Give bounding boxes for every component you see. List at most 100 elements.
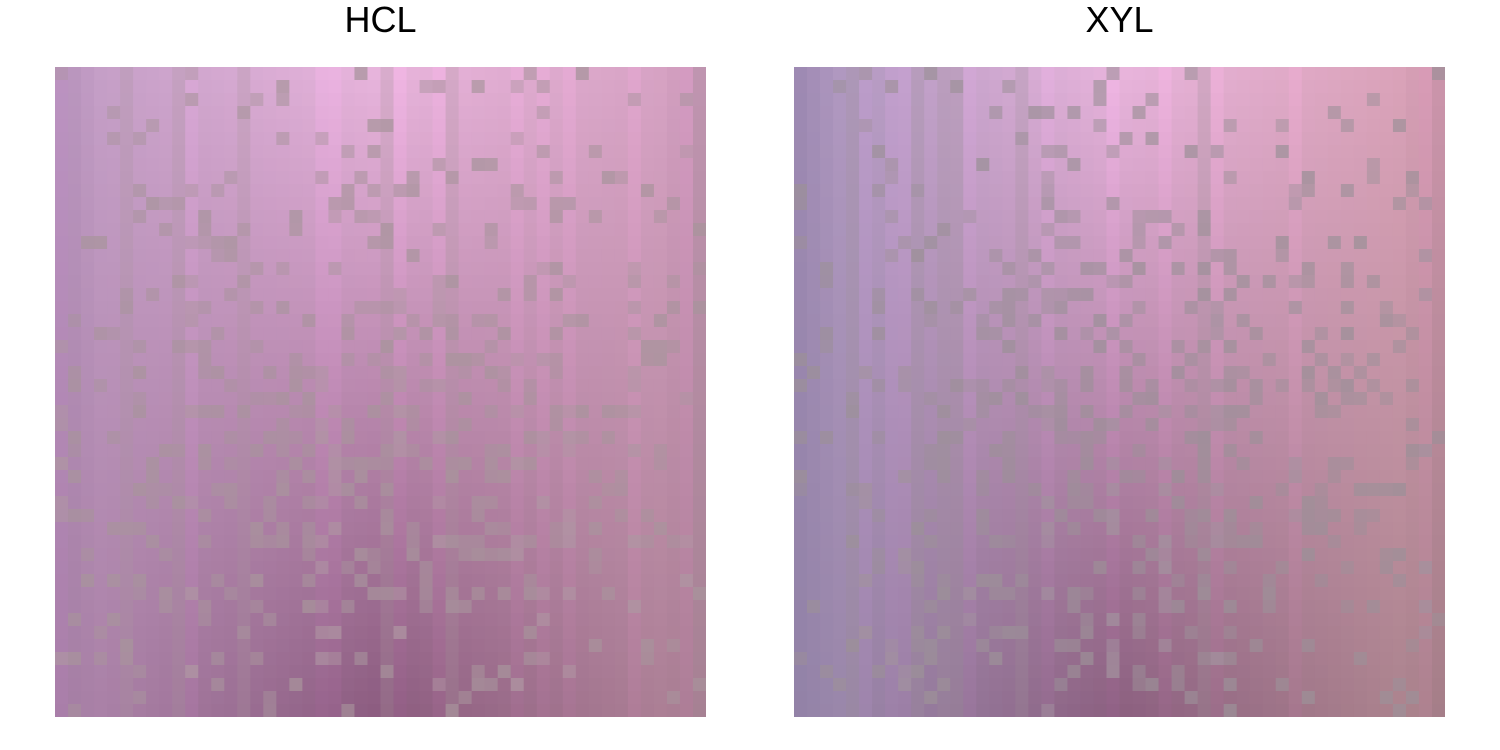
heatmap-cell (1340, 158, 1355, 172)
heatmap-cell (1184, 431, 1199, 445)
heatmap-cell (146, 418, 160, 432)
heatmap-cell (1145, 327, 1160, 341)
heatmap-cell (1210, 535, 1225, 549)
heatmap-cell (937, 223, 951, 237)
heatmap-cell (976, 145, 990, 159)
heatmap-cell (354, 457, 369, 471)
heatmap-cell (523, 418, 538, 432)
heatmap-cell (1418, 470, 1433, 484)
heatmap-cell (692, 314, 706, 328)
heatmap-cell (328, 522, 343, 536)
heatmap-cell (1054, 665, 1069, 679)
heatmap-cell (367, 457, 382, 471)
heatmap-cell (1340, 145, 1355, 159)
heatmap-cell (107, 535, 121, 549)
heatmap-cell (445, 119, 460, 133)
heatmap-cell (380, 301, 395, 315)
heatmap-cell (1223, 236, 1238, 250)
heatmap-cell (341, 327, 356, 341)
heatmap-cell (211, 574, 225, 588)
heatmap-cell (666, 119, 681, 133)
heatmap-cell (1353, 691, 1368, 705)
heatmap-cell (885, 691, 899, 705)
heatmap-cell (692, 457, 706, 471)
heatmap-cell (1405, 353, 1420, 367)
heatmap-cell (211, 301, 225, 315)
heatmap-cell (1392, 509, 1407, 523)
heatmap-cell (1106, 587, 1121, 601)
heatmap-cell (419, 119, 434, 133)
heatmap-cell (1080, 418, 1095, 432)
heatmap-cell (924, 262, 938, 276)
heatmap-cell (120, 184, 134, 198)
heatmap-cell (380, 613, 395, 627)
heatmap-cell (354, 561, 369, 575)
heatmap-cell (924, 405, 938, 419)
heatmap-cell (1249, 158, 1264, 172)
heatmap-cell (679, 184, 694, 198)
heatmap-cell (120, 379, 134, 393)
heatmap-cell (237, 171, 251, 185)
heatmap-cell (562, 431, 577, 445)
heatmap-cell (380, 639, 395, 653)
heatmap-cell (1353, 67, 1368, 81)
heatmap-cell (107, 431, 121, 445)
heatmap-cell (627, 223, 642, 237)
heatmap-cell (911, 483, 925, 497)
heatmap-cell (471, 574, 486, 588)
heatmap-cell (627, 444, 642, 458)
heatmap-cell (1223, 470, 1238, 484)
heatmap-cell (185, 457, 199, 471)
heatmap-cell (989, 236, 1003, 250)
heatmap-cell (1080, 444, 1095, 458)
heatmap-cell (263, 444, 277, 458)
heatmap-cell (380, 353, 395, 367)
heatmap-cell (950, 665, 964, 679)
heatmap-cell (185, 561, 199, 575)
heatmap-cell (549, 366, 564, 380)
heatmap-cell (55, 301, 69, 315)
heatmap-cell (963, 314, 977, 328)
heatmap-cell (146, 574, 160, 588)
heatmap-cell (1418, 67, 1433, 81)
heatmap-cell (406, 353, 421, 367)
heatmap-cell (1418, 535, 1433, 549)
heatmap-cell (679, 444, 694, 458)
heatmap-cell (1171, 613, 1186, 627)
heatmap-cell (406, 639, 421, 653)
heatmap-cell (1184, 535, 1199, 549)
heatmap-cell (406, 379, 421, 393)
heatmap-cell (1067, 275, 1082, 289)
heatmap-cell (833, 444, 847, 458)
heatmap-cell (1093, 93, 1108, 107)
heatmap-cell (820, 548, 834, 562)
heatmap-cell (1041, 522, 1055, 536)
heatmap-cell (1288, 184, 1303, 198)
heatmap-cell (263, 483, 277, 497)
heatmap-cell (1327, 314, 1342, 328)
heatmap-cell (1288, 470, 1303, 484)
heatmap-cell (1041, 327, 1055, 341)
heatmap-cell (302, 262, 316, 276)
heatmap-cell (1067, 197, 1082, 211)
heatmap-cell (1275, 561, 1290, 575)
heatmap-cell (1106, 444, 1121, 458)
heatmap-cell (950, 145, 964, 159)
heatmap-cell (1002, 288, 1016, 302)
heatmap-cell (341, 639, 356, 653)
heatmap-cell (924, 470, 938, 484)
heatmap-cell (1223, 613, 1238, 627)
heatmap-cell (120, 353, 134, 367)
heatmap-cell (1392, 665, 1407, 679)
heatmap-cell (146, 405, 160, 419)
heatmap-cell (445, 314, 460, 328)
heatmap-cell (380, 561, 395, 575)
heatmap-cell (976, 353, 990, 367)
heatmap-cell (354, 587, 369, 601)
heatmap-cell (315, 392, 330, 406)
heatmap-cell (172, 483, 186, 497)
heatmap-cell (211, 392, 225, 406)
heatmap-cell (911, 444, 925, 458)
heatmap-cell (627, 665, 642, 679)
heatmap-cell (575, 691, 590, 705)
